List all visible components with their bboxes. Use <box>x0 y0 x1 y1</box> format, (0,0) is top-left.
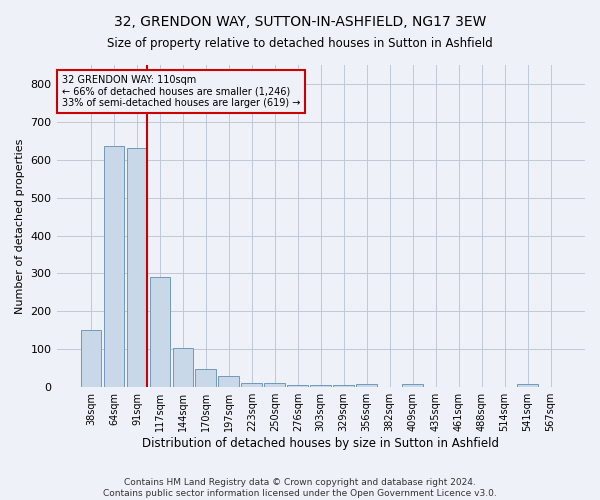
Bar <box>149 278 170 387</box>
Text: Size of property relative to detached houses in Sutton in Ashfield: Size of property relative to detached ho… <box>107 38 493 51</box>
Bar <box>310 386 331 387</box>
Bar <box>356 384 377 387</box>
Bar <box>265 384 285 387</box>
Text: Contains HM Land Registry data © Crown copyright and database right 2024.
Contai: Contains HM Land Registry data © Crown c… <box>103 478 497 498</box>
Text: 32, GRENDON WAY, SUTTON-IN-ASHFIELD, NG17 3EW: 32, GRENDON WAY, SUTTON-IN-ASHFIELD, NG1… <box>114 15 486 29</box>
Bar <box>241 382 262 387</box>
Y-axis label: Number of detached properties: Number of detached properties <box>15 138 25 314</box>
X-axis label: Distribution of detached houses by size in Sutton in Ashfield: Distribution of detached houses by size … <box>142 437 499 450</box>
Text: 32 GRENDON WAY: 110sqm
← 66% of detached houses are smaller (1,246)
33% of semi-: 32 GRENDON WAY: 110sqm ← 66% of detached… <box>62 74 300 108</box>
Bar <box>218 376 239 387</box>
Bar <box>80 330 101 387</box>
Bar <box>127 148 147 387</box>
Bar <box>173 348 193 387</box>
Bar <box>196 370 216 387</box>
Bar <box>287 385 308 387</box>
Bar <box>104 146 124 387</box>
Bar <box>334 386 354 387</box>
Bar <box>403 384 423 387</box>
Bar <box>517 384 538 387</box>
